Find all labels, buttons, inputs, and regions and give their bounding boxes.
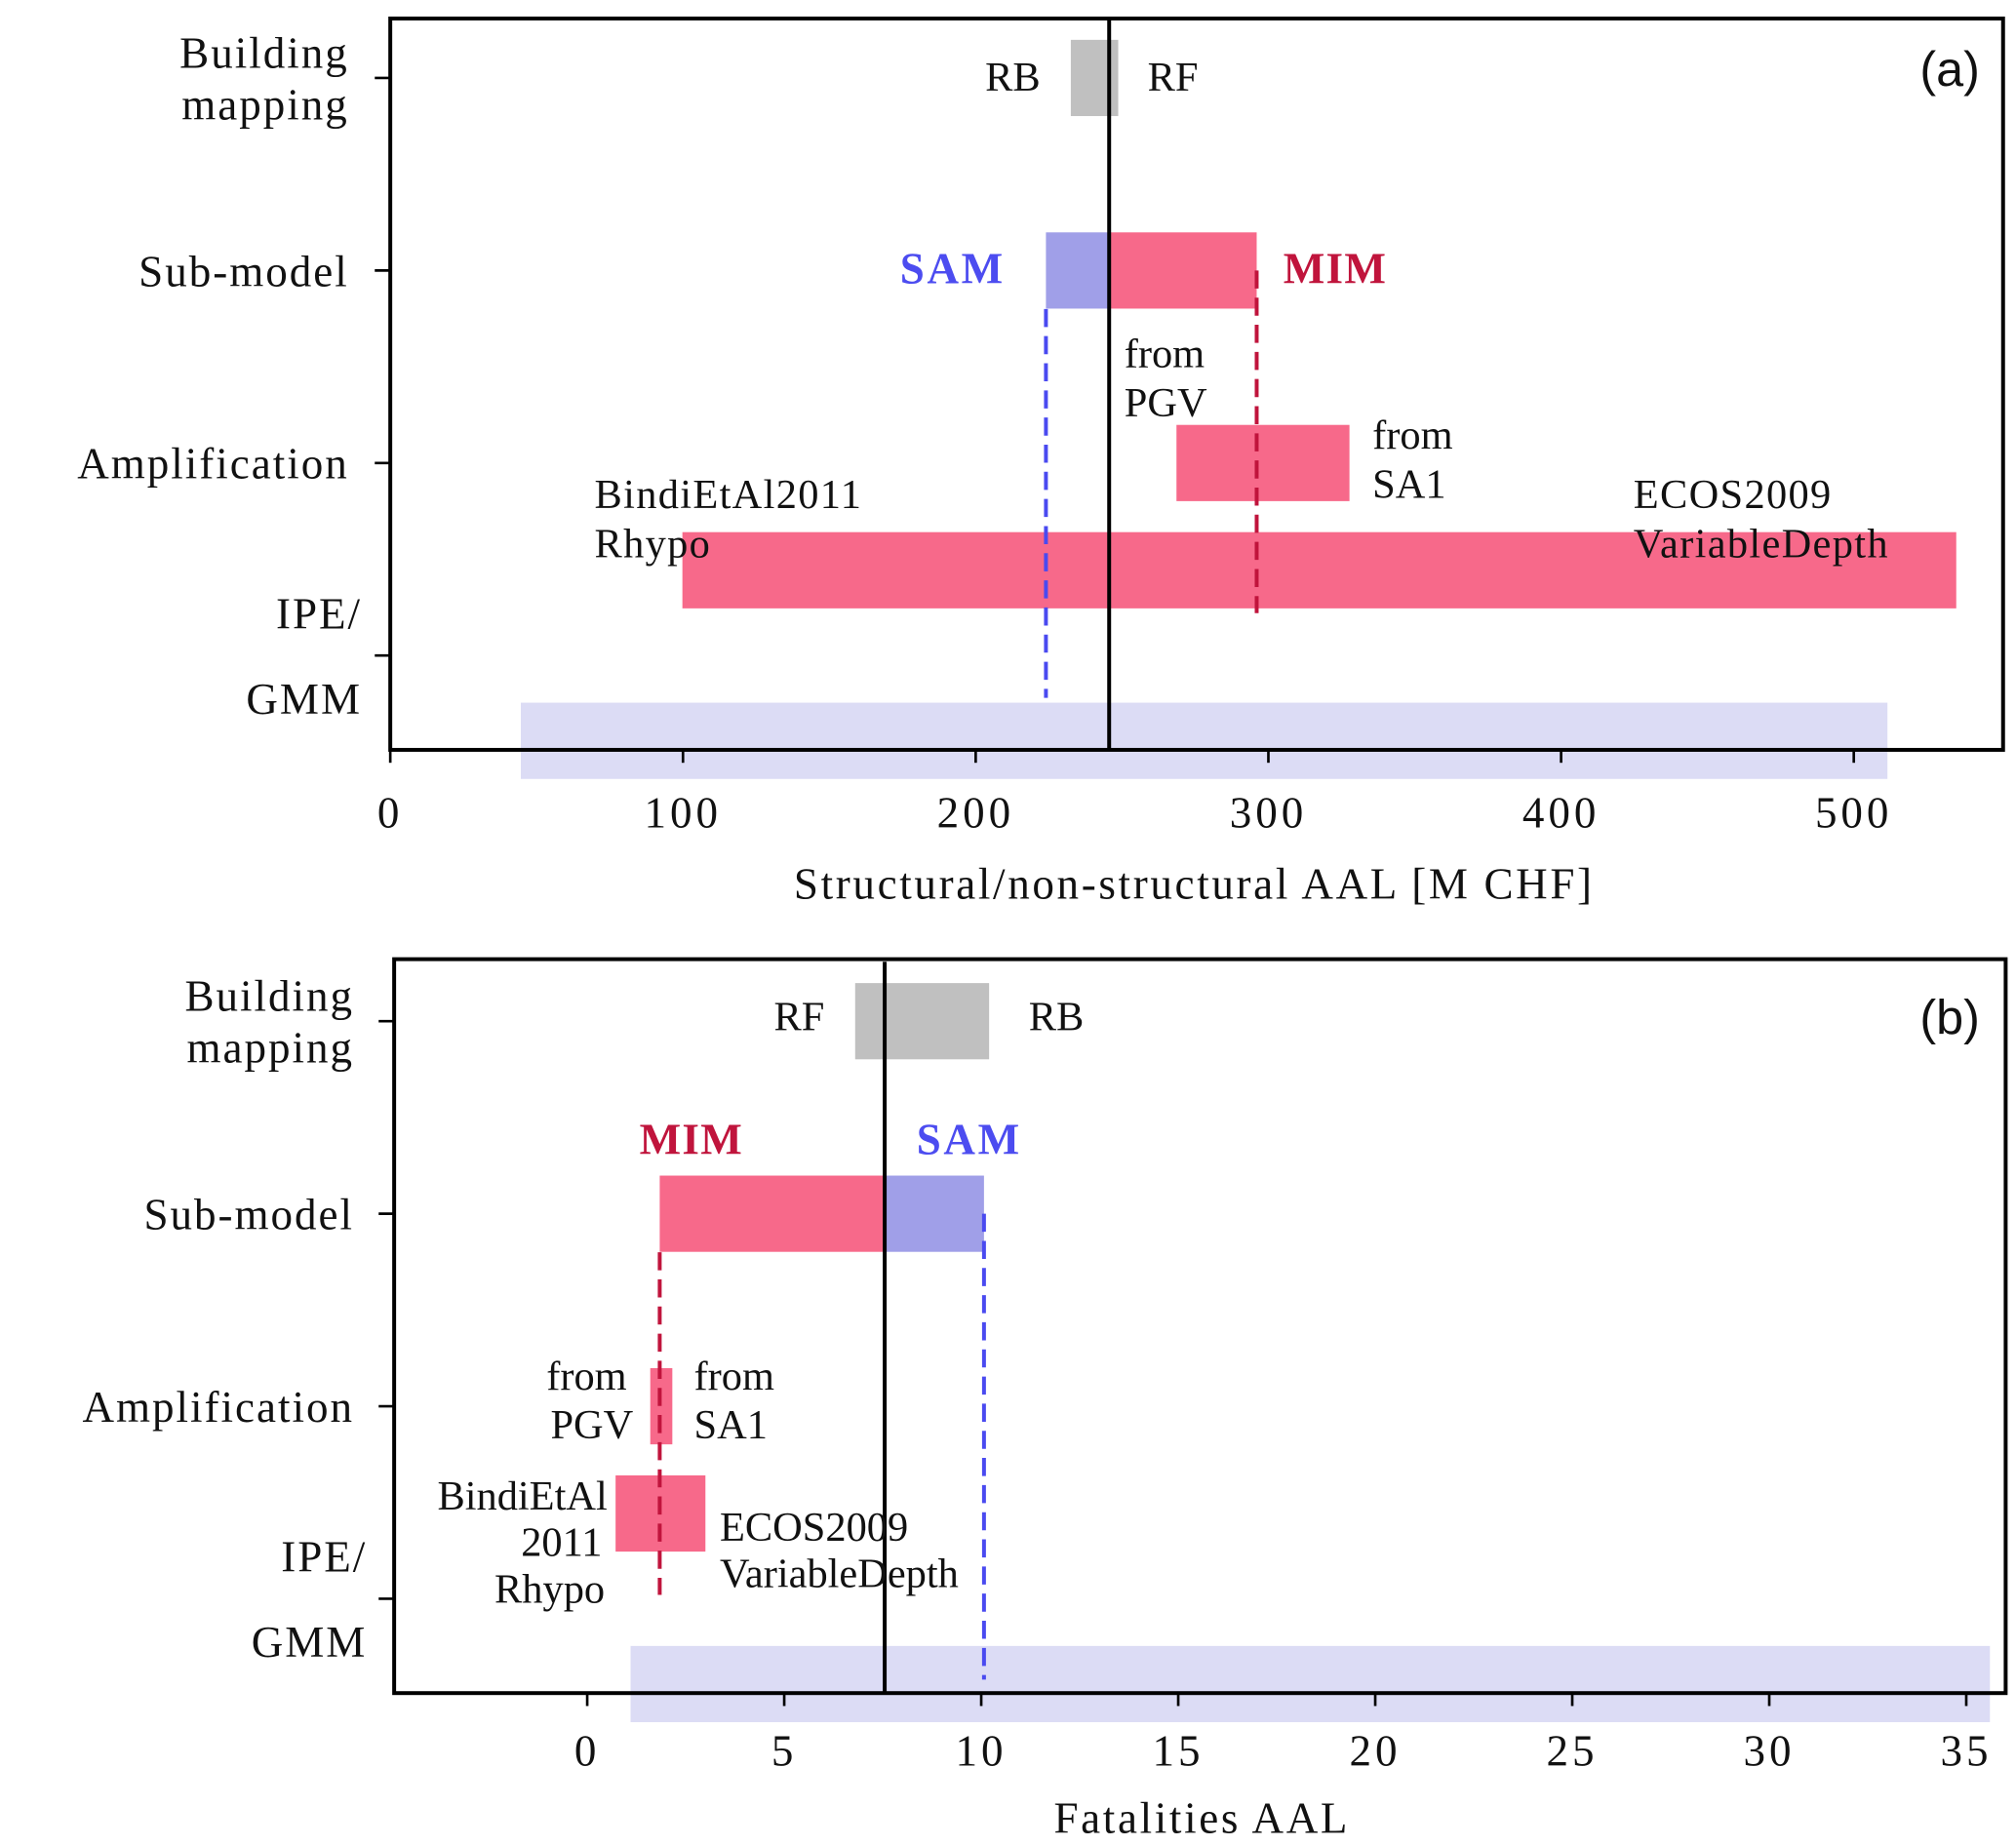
x-tick-label: 5 <box>771 1726 798 1775</box>
panel-a: (a) RB RF SAM MIM from PGV from SA1 BindiE… <box>77 17 2005 908</box>
x-tick-label: 35 <box>1941 1726 1993 1775</box>
panel-a-label: (a) <box>1919 41 1980 97</box>
annotation-sam: SAM <box>900 245 1006 294</box>
bar-ipe_red <box>1176 424 1350 501</box>
bar-building <box>1070 39 1119 117</box>
annotation-mim: MIM <box>1284 245 1388 294</box>
x-tick-label: 30 <box>1744 1726 1796 1775</box>
panel-b-x-axis-label: Fatalities AAL <box>1053 1793 1350 1842</box>
bar-mim <box>1109 232 1257 309</box>
x-tick-label: 100 <box>645 788 723 837</box>
y-tick-label: Amplification <box>77 440 349 489</box>
y-tick-label: Sub-model <box>143 1191 354 1239</box>
bar-ipe_red <box>682 531 1957 609</box>
x-tick-label: 0 <box>377 788 404 837</box>
panel-b-label: (b) <box>1919 989 1980 1044</box>
annotation-sam: SAM <box>917 1116 1022 1164</box>
x-tick-label: 0 <box>574 1726 601 1775</box>
bar-ipe_lavender <box>520 702 1888 779</box>
annotation-from-sa1: from SA1 <box>1372 412 1452 507</box>
y-tick-label: Sub-model <box>138 247 349 295</box>
panel-a-marks <box>520 19 1957 779</box>
bar-building <box>854 983 990 1060</box>
panel-b-marks <box>615 962 1991 1723</box>
y-tick-label: IPE/GMM <box>252 1533 368 1667</box>
x-tick-label: 200 <box>937 788 1014 837</box>
bar-ipe_lavender <box>630 1645 1991 1723</box>
x-tick-label: 20 <box>1350 1726 1402 1775</box>
x-tick-label: 15 <box>1153 1726 1205 1775</box>
panel-b: (b) RF RB MIM SAM from PGV from SA1 BindiE… <box>83 957 2008 1842</box>
panel-a-frame <box>388 17 2005 752</box>
annotation-rf: RF <box>1148 55 1199 100</box>
panel-b-frame <box>392 957 2008 1696</box>
x-tick-label: 500 <box>1815 788 1893 837</box>
annotation-ecos: ECOS2009 VariableDepth <box>1634 472 1889 567</box>
x-tick-label: 400 <box>1522 788 1601 837</box>
y-tick-label: Amplification <box>83 1383 355 1432</box>
bar-ipe_red <box>650 1367 673 1445</box>
annotation-mim: MIM <box>640 1116 744 1164</box>
annotation-rf: RF <box>773 994 824 1040</box>
annotation-from-sa1: from SA1 <box>694 1354 774 1448</box>
x-tick-label: 300 <box>1230 788 1308 837</box>
annotation-rb: RB <box>1029 994 1085 1040</box>
x-tick-label: 25 <box>1547 1726 1599 1775</box>
bar-sam <box>885 1175 984 1252</box>
x-tick-label: 10 <box>956 1726 1008 1775</box>
y-tick-label: IPE/GMM <box>246 589 362 723</box>
bar-mim <box>659 1175 886 1252</box>
annotation-rb: RB <box>985 55 1041 100</box>
annotation-ecos: ECOS2009 VariableDepth <box>720 1505 959 1597</box>
panel-a-x-axis-label: Structural/non-structural AAL [M CHF] <box>794 859 1595 908</box>
annotation-from-pgv: from PGV <box>546 1354 633 1448</box>
bar-sam <box>1046 232 1110 309</box>
annotation-from-pgv: from PGV <box>1125 332 1207 426</box>
y-tick-label: Building mapping <box>179 28 349 129</box>
y-tick-label: Building mapping <box>184 972 354 1073</box>
